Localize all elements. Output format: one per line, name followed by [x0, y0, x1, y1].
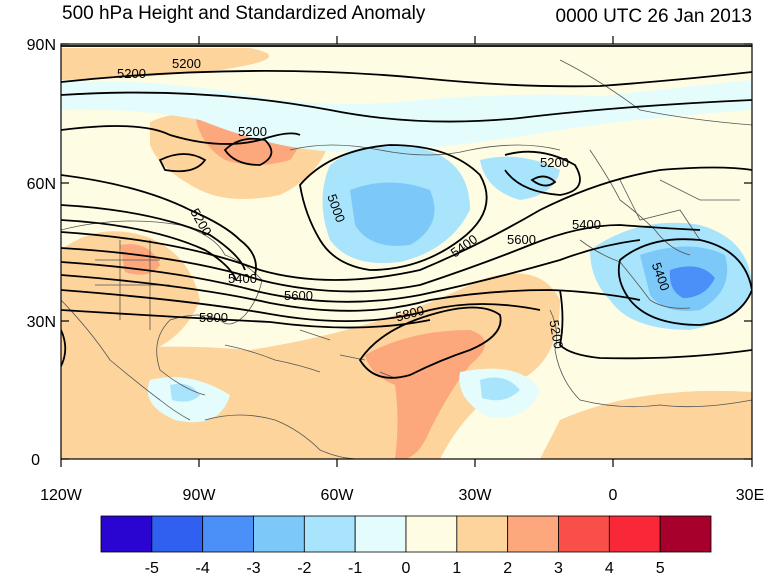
lon-tick-label: 90W	[183, 487, 217, 504]
contour-label: 5600	[284, 288, 313, 303]
colorbar-label: 4	[605, 560, 614, 577]
colorbar-label: 1	[452, 560, 461, 577]
colorbar-swatch	[354, 515, 407, 553]
lon-tick-label: 60W	[321, 487, 355, 504]
lat-tick-label: 30N	[27, 314, 56, 331]
contour-label: 5400	[572, 217, 601, 232]
height-contours	[61, 45, 752, 379]
title-right: 0000 UTC 26 Jan 2013	[556, 6, 752, 27]
colorbar-label: 2	[503, 560, 512, 577]
lon-tick-label: 30W	[459, 487, 493, 504]
colorbar-swatch	[456, 515, 509, 553]
contour-label: 5800	[199, 310, 228, 325]
colorbar-label: 0	[402, 560, 411, 577]
lat-tick-label: 60N	[27, 176, 56, 193]
title-left: 500 hPa Height and Standardized Anomaly	[62, 3, 426, 24]
colorbar	[100, 515, 712, 553]
lon-tick-label: 0	[609, 487, 618, 504]
colorbar-label: -4	[196, 560, 210, 577]
colorbar-labels: -5 -4 -3 -2 -1 0 1 2 3 4 5	[145, 560, 665, 577]
contour-label: 5400	[228, 271, 257, 286]
map-panel	[61, 44, 752, 459]
contour-label: 5200	[546, 319, 566, 350]
lat-tick-label: 90N	[27, 37, 56, 54]
contour-label: 5600	[507, 232, 536, 247]
contour-label: 5200	[540, 155, 569, 170]
colorbar-swatch	[202, 515, 254, 553]
colorbar-swatch	[253, 515, 305, 553]
colorbar-label: -2	[297, 560, 311, 577]
colorbar-swatch	[405, 515, 458, 553]
lon-tick-label: 30E	[736, 487, 764, 504]
colorbar-swatch	[608, 515, 661, 553]
map-frame	[60, 43, 753, 460]
colorbar-swatch	[100, 515, 153, 553]
lat-tick-label: 0	[31, 452, 40, 469]
contour-label: 5200	[117, 66, 146, 81]
longitude-axis	[60, 36, 753, 467]
lon-tick-label: 120W	[40, 487, 83, 504]
negative-anomaly-fill	[170, 146, 752, 402]
colorbar-label: 3	[554, 560, 563, 577]
coastlines	[61, 59, 752, 459]
colorbar-swatch	[507, 515, 559, 553]
colorbar-label: -1	[348, 560, 362, 577]
contour-label: 5800	[394, 303, 426, 325]
latitude-axis	[61, 43, 752, 460]
contour-label: 5200	[238, 124, 267, 139]
colorbar-swatch	[151, 515, 204, 553]
colorbar-label: 5	[656, 560, 665, 577]
colorbar-label: -3	[246, 560, 260, 577]
contour-label: 5200	[172, 56, 201, 71]
colorbar-swatch	[558, 515, 610, 553]
colorbar-swatch	[659, 515, 712, 553]
colorbar-swatch	[303, 515, 356, 553]
colorbar-label: -5	[145, 560, 159, 577]
